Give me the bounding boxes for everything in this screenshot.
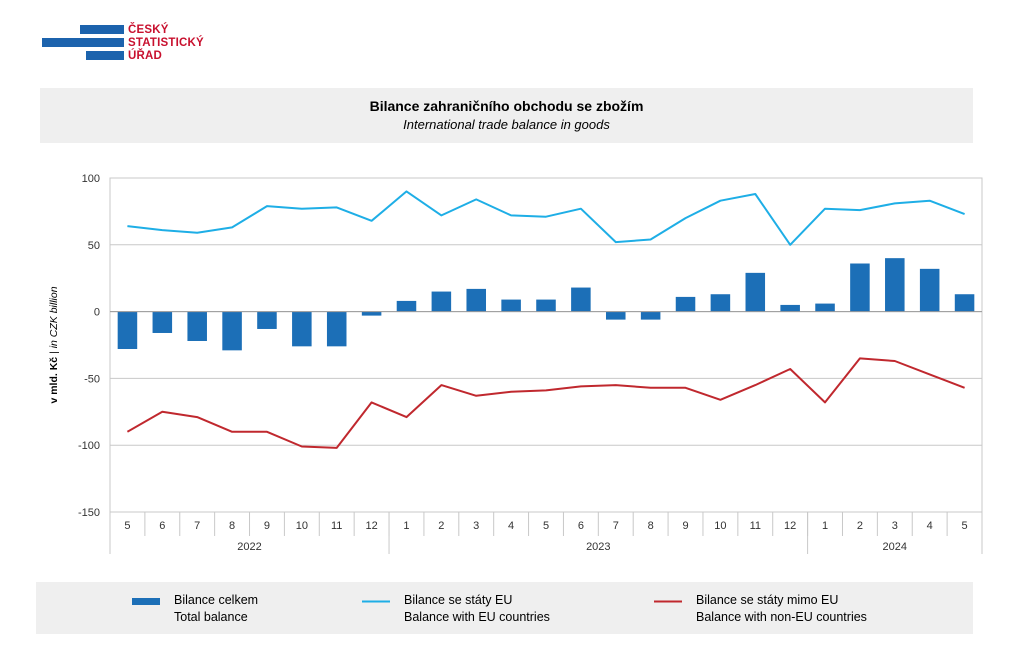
x-tick-label: 12	[365, 520, 377, 532]
logo-text: ÚŘAD	[128, 50, 163, 62]
bar-total-balance	[431, 291, 452, 312]
bar-total-balance	[919, 268, 940, 312]
x-tick-label: 3	[892, 520, 898, 532]
legend-label-en: Balance with non-EU countries	[696, 610, 867, 624]
y-tick-label: -100	[78, 440, 100, 452]
bar-total-balance	[501, 299, 521, 312]
trade-balance-chart: 100 50 0 -50 -100 -150 v mld. Kč | in CZK bill…	[48, 173, 983, 554]
x-tick-label: 5	[543, 520, 549, 532]
year-label: 2022	[237, 541, 261, 553]
legend-label-en: Total balance	[174, 610, 248, 624]
x-tick-label: 7	[194, 520, 200, 532]
bar-total-balance	[885, 258, 905, 312]
year-label: 2023	[586, 541, 610, 553]
bar-total-balance	[257, 311, 277, 329]
bar-total-balance	[326, 311, 347, 347]
bar-total-balance	[780, 304, 800, 312]
x-tick-label: 11	[750, 520, 761, 532]
x-tick-label: 5	[961, 520, 967, 532]
bar-total-balance	[605, 311, 626, 320]
bar-total-balance	[466, 288, 487, 312]
x-tick-label: 12	[784, 520, 796, 532]
chart-title-panel: Bilance zahraničního obchodu se zbožím I…	[40, 88, 973, 143]
chart-subtitle: International trade balance in goods	[403, 117, 610, 132]
x-tick-label: 4	[927, 520, 933, 532]
x-tick-label: 6	[159, 520, 165, 532]
x-tick-label: 10	[296, 520, 308, 532]
legend-label-en: Balance with EU countries	[404, 610, 550, 624]
x-tick-label: 1	[822, 520, 828, 532]
bar-total-balance	[640, 311, 661, 320]
x-tick-label: 11	[331, 520, 342, 532]
x-tick-label: 7	[613, 520, 619, 532]
bar-total-balance	[117, 311, 138, 350]
bar-total-balance	[222, 311, 242, 351]
bar-total-balance	[152, 311, 173, 333]
legend-label-cz: Bilance celkem	[174, 593, 259, 607]
bar-total-balance	[675, 296, 696, 312]
bar-total-balance	[745, 272, 766, 312]
legend-label-cz: Bilance se státy mimo EU	[696, 593, 839, 607]
x-tick-label: 8	[229, 520, 235, 532]
y-tick-label: -50	[84, 373, 100, 385]
logo-bar	[80, 25, 124, 34]
logo-bar	[86, 51, 124, 60]
czso-logo: ČESKÝ STATISTICKÝ ÚŘAD	[42, 22, 222, 66]
x-tick-label: 9	[682, 520, 688, 532]
bar-total-balance	[536, 299, 556, 312]
bar-total-balance	[187, 311, 207, 341]
x-tick-label: 1	[403, 520, 409, 532]
x-tick-label: 2	[438, 520, 444, 532]
y-tick-label: 0	[94, 307, 100, 319]
bar-total-balance	[850, 263, 870, 312]
y-axis-title-cz: v mld. Kč	[48, 357, 60, 404]
x-tick-label: 9	[264, 520, 270, 532]
y-axis-title: v mld. Kč | in CZK billion	[48, 286, 60, 403]
y-axis-title-en: | in CZK billion	[48, 286, 60, 357]
legend-swatch-line	[654, 600, 682, 603]
x-tick-label: 2	[857, 520, 863, 532]
logo-text: STATISTICKÝ	[128, 37, 204, 49]
bar-total-balance	[710, 294, 731, 312]
bar-total-balance	[815, 303, 835, 312]
bar-total-balance	[954, 294, 975, 312]
line-non-eu-balance	[126, 357, 965, 449]
logo-text: ČESKÝ	[128, 24, 169, 36]
logo-bar	[42, 38, 124, 47]
y-tick-label: -150	[78, 507, 100, 519]
x-tick-label: 5	[124, 520, 130, 532]
legend-swatch-bar	[132, 598, 160, 605]
x-tick-label: 4	[508, 520, 514, 532]
x-tick-label: 8	[648, 520, 654, 532]
legend-label-cz: Bilance se státy EU	[404, 593, 513, 607]
bar-total-balance	[396, 300, 417, 312]
x-tick-label: 6	[578, 520, 584, 532]
legend-swatch-line	[362, 600, 390, 603]
y-tick-label: 100	[82, 173, 100, 185]
line-eu-balance	[127, 190, 965, 246]
chart-title: Bilance zahraničního obchodu se zbožím	[369, 98, 644, 114]
x-tick-label: 3	[473, 520, 479, 532]
year-label: 2024	[883, 541, 907, 553]
y-tick-label: 50	[88, 240, 100, 252]
chart-legend: Bilance celkem Total balance Bilance se …	[36, 582, 973, 634]
x-tick-label: 10	[714, 520, 726, 532]
bar-total-balance	[292, 311, 312, 347]
bar-total-balance	[571, 287, 591, 312]
bar-total-balance	[361, 311, 382, 316]
